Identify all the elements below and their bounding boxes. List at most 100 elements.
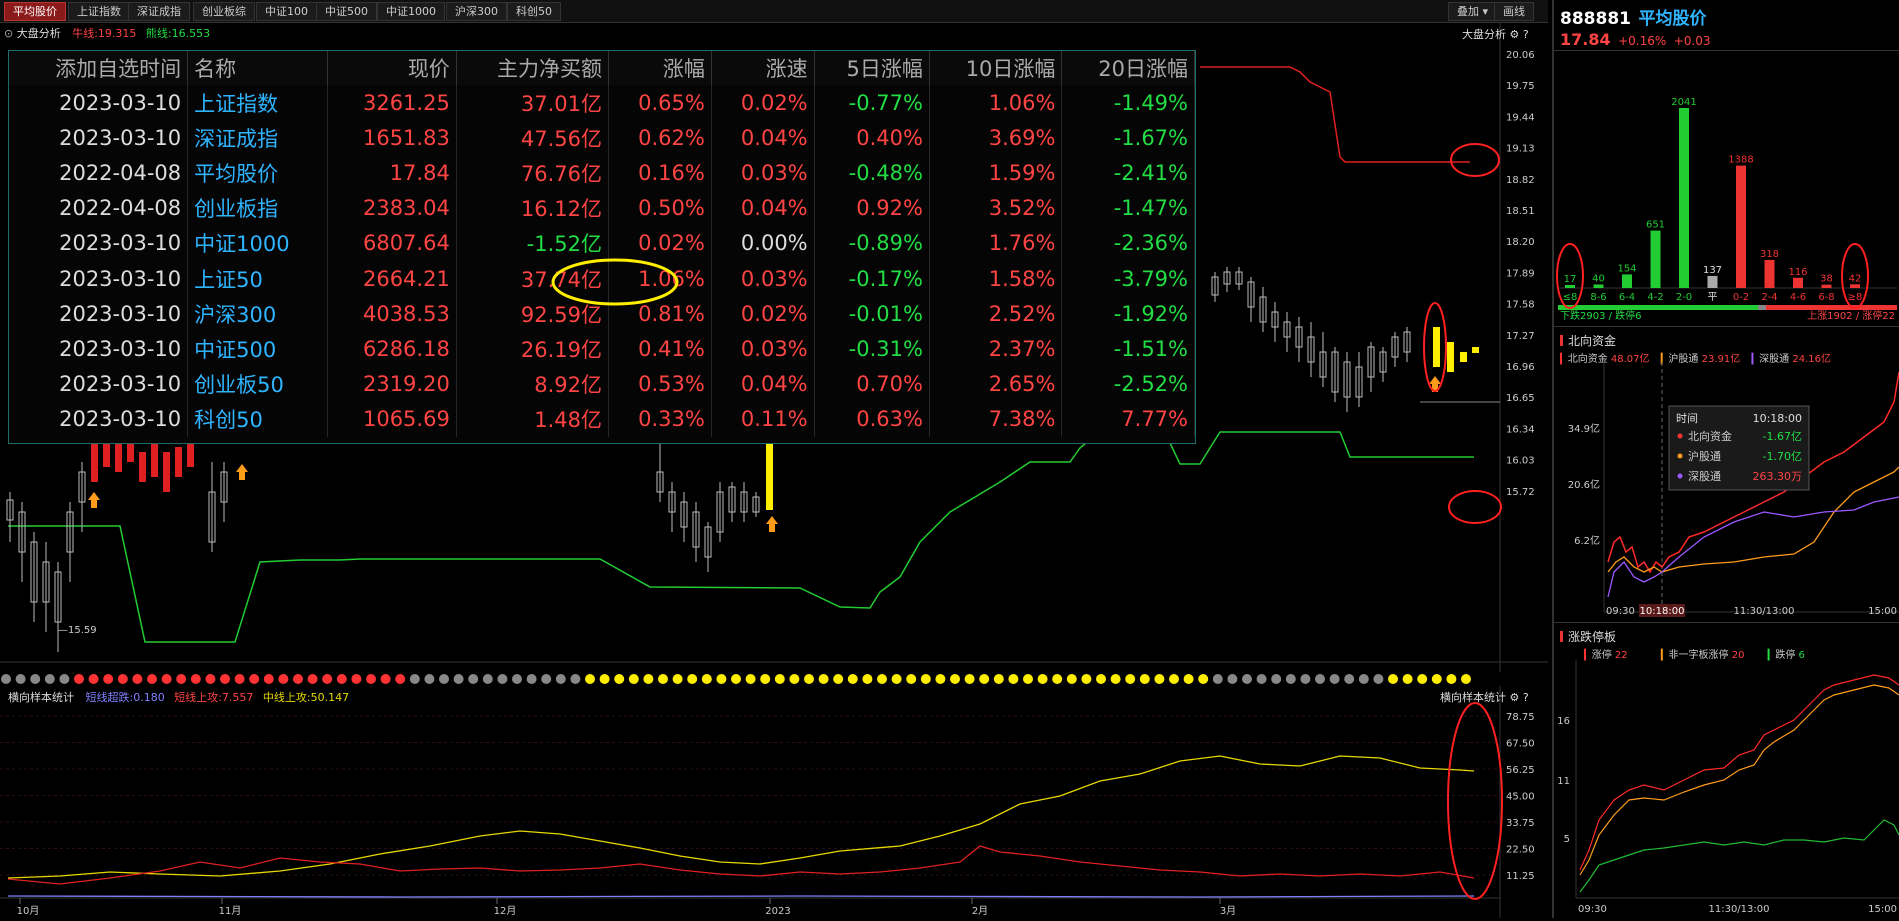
table-row[interactable]: 2023-03-10 科创50 1065.69 1.48亿 0.33% 0.11% 0.63…	[9, 401, 1195, 437]
highlight-ellipse	[551, 258, 679, 306]
tab-csi1000[interactable]: 中证1000	[377, 2, 445, 21]
help-icon[interactable]: ?	[1522, 691, 1529, 704]
cell-price: 6807.64	[327, 225, 457, 261]
cell-name: 科创50	[187, 401, 329, 437]
signal-dot	[1271, 674, 1282, 684]
price-tick: 19.75	[1506, 81, 1535, 92]
table-row[interactable]: 2023-03-10 沪深300 4038.53 92.59亿 0.81% 0.02% -0…	[9, 296, 1195, 332]
north-fund-chart[interactable]: 34.9亿 20.6亿 6.2亿 时间 10:18:00 北向资金 -1.67亿…	[1554, 362, 1899, 622]
price-tick: 18.51	[1506, 206, 1535, 217]
cell-price: 2383.04	[327, 190, 457, 226]
col-header-speed[interactable]: 涨速	[711, 51, 815, 85]
signal-dot	[1052, 674, 1063, 684]
signal-dot	[1446, 674, 1457, 684]
col-header-5d[interactable]: 5日涨幅	[814, 51, 930, 85]
cell-name: 创业板50	[187, 366, 329, 402]
table-row[interactable]: 2022-04-08 创业板指 2383.04 16.12亿 0.50% 0.04% 0.9…	[9, 190, 1195, 226]
signal-dot	[585, 674, 595, 684]
signal-dot	[307, 674, 318, 684]
cell-net: 37.01亿	[456, 85, 610, 121]
col-header-10d[interactable]: 10日涨幅	[929, 51, 1063, 85]
tab-hs300[interactable]: 沪深300	[446, 2, 507, 21]
bear-line	[8, 421, 1474, 643]
cell-chg: 0.53%	[608, 366, 712, 402]
tab-csi500[interactable]: 中证500	[316, 2, 377, 21]
time-axis: 10月 11月 12月 2023 2月 3月	[17, 898, 1236, 917]
col-header-20d[interactable]: 20日涨幅	[1061, 51, 1195, 85]
tab-shenzhen[interactable]: 深证成指	[128, 2, 190, 21]
cell-chg: 0.02%	[608, 225, 712, 261]
overlay-label: 叠加	[1457, 5, 1479, 18]
signal-dot	[1154, 674, 1165, 684]
cell-name: 深证成指	[187, 120, 329, 156]
col-header-added-time[interactable]: 添加自选时间	[9, 51, 189, 85]
cell-price: 17.84	[327, 155, 457, 191]
signal-dot	[366, 674, 376, 684]
signal-dot	[1125, 674, 1136, 684]
annotation-circle	[1556, 243, 1584, 309]
cell-net: 26.19亿	[456, 331, 610, 367]
cell-price: 1651.83	[327, 120, 457, 156]
signal-dot	[1037, 674, 1048, 684]
col-header-change[interactable]: 涨幅	[608, 51, 712, 85]
limit-board-chart[interactable]: 16 11 5 09:30 11:30/13:00 15:00	[1554, 660, 1899, 918]
limit-board-legend: ▎涨停 22 ▎非一字板涨停 20 ▎跌停 6	[1584, 650, 1805, 661]
collapse-icon[interactable]: ⊙	[4, 27, 14, 40]
signal-dot	[774, 674, 785, 684]
signal-dot	[190, 674, 201, 684]
sample-tick: 78.75	[1506, 712, 1535, 723]
price-tick: 16.34	[1506, 424, 1535, 435]
tab-shanghai[interactable]: 上证指数	[68, 2, 130, 21]
time-tick: 2月	[972, 905, 988, 917]
signal-dot	[161, 674, 172, 684]
up-count-label: 上涨1902 / 涨停22	[1807, 311, 1895, 322]
north-x-tick: 15:00	[1868, 606, 1897, 617]
table-row[interactable]: 2022-04-08 平均股价 17.84 76.76亿 0.16% 0.03% -0.48…	[9, 155, 1195, 191]
cell-d20: -2.36%	[1061, 225, 1195, 261]
signal-dot	[263, 674, 274, 684]
cell-d5: -0.01%	[814, 296, 930, 332]
cell-d10: 2.52%	[929, 296, 1063, 332]
settings-icon[interactable]: ⚙	[1509, 28, 1520, 41]
signal-dot	[1402, 674, 1413, 684]
sample-tick: 22.50	[1506, 845, 1535, 856]
tab-star50[interactable]: 科创50	[507, 2, 561, 21]
signal-dot	[1110, 674, 1121, 684]
cell-net: 8.92亿	[456, 366, 610, 402]
distribution-bar	[1593, 284, 1604, 288]
limit-board-title: 涨跌停板	[1560, 628, 1616, 645]
distribution-bar	[1793, 277, 1803, 288]
distribution-value: 40	[1592, 273, 1605, 284]
col-header-net-buy[interactable]: 主力净买额	[456, 51, 610, 85]
draw-line-button[interactable]: 画线	[1494, 2, 1534, 21]
distribution-value: 17	[1564, 274, 1577, 285]
cell-name: 上证50	[187, 260, 329, 297]
signal-dot	[380, 674, 391, 684]
col-header-price[interactable]: 现价	[327, 51, 457, 85]
annotation-circle	[1841, 243, 1869, 309]
signal-dot	[1285, 674, 1296, 684]
tab-avg-price[interactable]: 平均股价	[4, 2, 66, 21]
table-row[interactable]: 2023-03-10 深证成指 1651.83 47.56亿 0.62% 0.04% 0.4…	[9, 120, 1195, 156]
oversold-legend: 短线超跌:0.180	[85, 691, 165, 704]
signal-dot	[1023, 674, 1033, 684]
col-header-name[interactable]: 名称	[187, 51, 329, 85]
settings-icon[interactable]: ⚙	[1509, 691, 1520, 704]
cell-speed: 0.04%	[711, 190, 815, 226]
table-row[interactable]: 2023-03-10 上证指数 3261.25 37.01亿 0.65% 0.02% -0.…	[9, 85, 1195, 121]
change-distribution-chart[interactable]: 17 ≤8 40 8-6 154 6-4 651 4-2 2041 2-0 137 平 1388 0-2 3…	[1554, 52, 1899, 322]
cell-d5: 0.40%	[814, 120, 930, 156]
cell-net: 92.59亿	[456, 296, 610, 332]
overlay-button[interactable]: 叠加 ▾	[1448, 2, 1498, 21]
table-row[interactable]: 2023-03-10 中证1000 6807.64 -1.52亿 0.02% 0.00% -…	[9, 225, 1195, 261]
tab-gem-composite[interactable]: 创业板综	[193, 2, 255, 21]
signal-dot	[701, 674, 712, 684]
kline-chart[interactable]: 20.06 19.75 19.44 19.13 18.82 18.51 18.20 17.89…	[0, 22, 1548, 672]
limit-x-tick: 09:30	[1578, 904, 1607, 915]
tab-csi100[interactable]: 中证100	[256, 2, 317, 21]
help-icon[interactable]: ?	[1522, 28, 1529, 41]
signal-dot	[731, 674, 741, 684]
table-row[interactable]: 2023-03-10 创业板50 2319.20 8.92亿 0.53% 0.04% 0.7…	[9, 366, 1195, 402]
table-row[interactable]: 2023-03-10 中证500 6286.18 26.19亿 0.41% 0.03% -0…	[9, 331, 1195, 367]
